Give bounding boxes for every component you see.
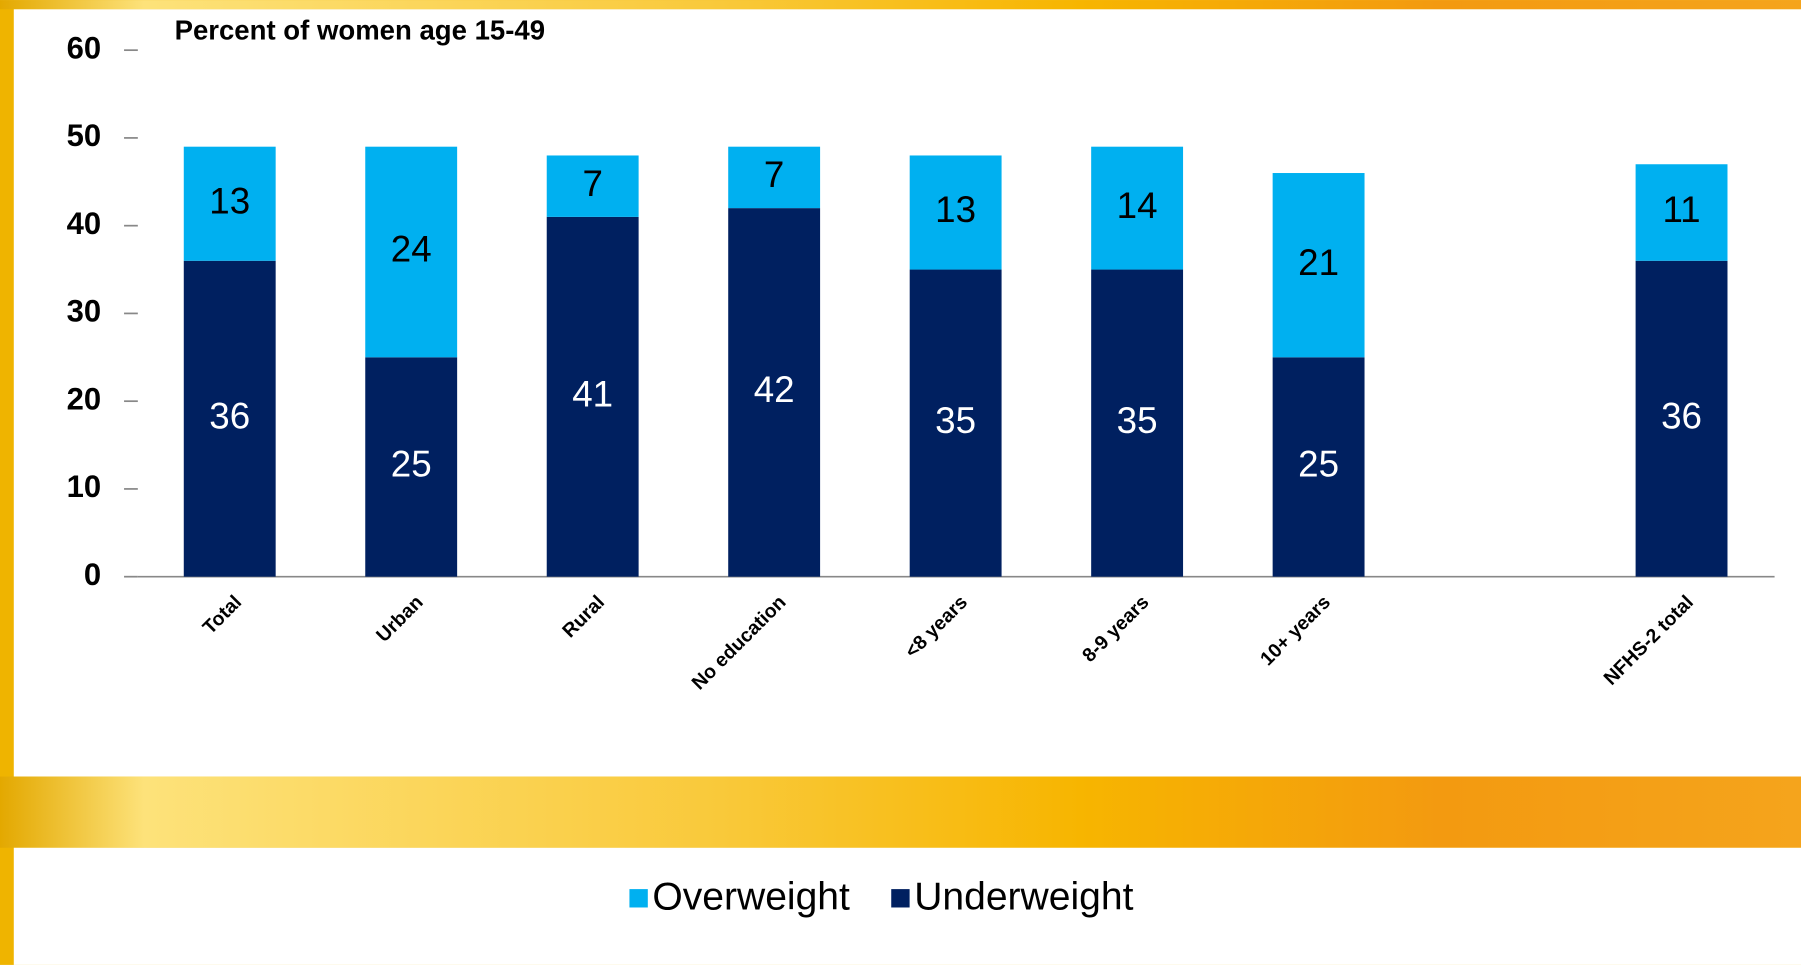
bar-segment <box>1091 269 1184 577</box>
legend-swatch <box>891 889 910 908</box>
data-label: 13 <box>935 189 976 230</box>
bar-segment <box>728 146 821 209</box>
top-band <box>0 0 1801 10</box>
bar-segment <box>365 357 458 577</box>
chart-title: Percent of women age 15-49 <box>175 15 545 46</box>
data-label: 36 <box>209 395 250 436</box>
bar-segment <box>546 216 639 577</box>
y-tick-label: 30 <box>67 294 101 329</box>
data-label: 41 <box>572 373 613 414</box>
data-label: 42 <box>754 369 795 410</box>
legend-label: Overweight <box>652 876 850 919</box>
data-label: 13 <box>209 180 250 221</box>
data-label: 24 <box>391 229 432 270</box>
plot-background <box>13 9 1801 777</box>
bar-segment <box>909 155 1002 270</box>
data-label: 25 <box>391 444 432 485</box>
y-tick-label: 0 <box>84 557 101 592</box>
bar-segment <box>1635 164 1728 261</box>
y-tick-label: 20 <box>67 381 101 416</box>
legend-swatch <box>629 889 648 908</box>
y-tick-label: 50 <box>67 118 101 153</box>
bar-segment <box>365 146 458 358</box>
legend-label: Underweight <box>914 876 1133 919</box>
data-label: 14 <box>1117 185 1158 226</box>
bar-segment <box>183 146 276 261</box>
bar-segment <box>1272 357 1365 577</box>
data-label: 11 <box>1662 189 1700 230</box>
bar-segment <box>1272 173 1365 358</box>
data-label: 25 <box>1298 444 1339 485</box>
bar-segment <box>728 208 821 577</box>
y-tick-label: 10 <box>67 469 101 504</box>
bar-segment <box>546 155 639 217</box>
data-label: 36 <box>1661 395 1702 436</box>
data-label: 35 <box>1117 400 1158 441</box>
bar-segment <box>1635 260 1728 577</box>
bar-segment <box>909 269 1002 577</box>
bar-segment <box>1091 146 1184 270</box>
band <box>0 776 1801 848</box>
y-tick-label: 60 <box>67 30 101 65</box>
data-label: 21 <box>1298 242 1339 283</box>
data-label: 7 <box>582 163 602 204</box>
y-tick-label: 40 <box>67 206 101 241</box>
data-label: 35 <box>935 400 976 441</box>
bar-segment <box>183 260 276 577</box>
data-label: 7 <box>764 154 784 195</box>
